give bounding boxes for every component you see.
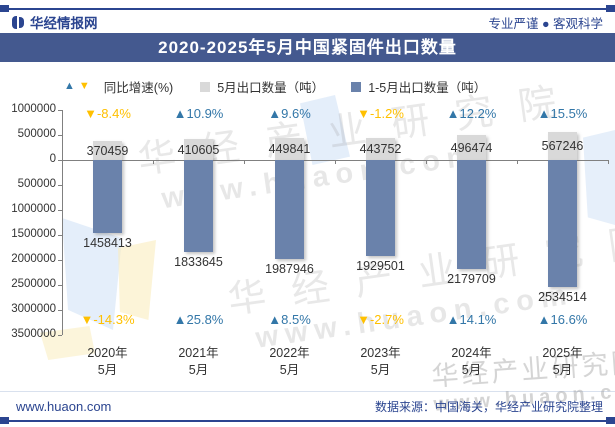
x-axis-label-2023年: 2023年 5月 <box>360 346 401 377</box>
y-axis-tick-label: 1000000 <box>11 203 56 215</box>
legend-item-growth: ▲ ▼ 同比增速(%) <box>64 77 173 96</box>
brand-name: 华经情报网 <box>30 16 98 31</box>
footer-separator <box>0 391 615 392</box>
y-axis-tick <box>58 135 62 136</box>
bar-may-2022年 <box>275 137 304 160</box>
bar-cum-2024年 <box>457 160 486 269</box>
bar-cum-2025年 <box>548 160 577 287</box>
value-label-may-2020年: 370459 <box>86 143 129 158</box>
y-axis-tick-label: 2000000 <box>11 253 56 265</box>
x-axis-label-2025年: 2025年 5月 <box>542 346 583 377</box>
footer-site-url: www.huaon.com <box>16 399 112 414</box>
growth-may-2021年: ▲10.9% <box>173 106 224 121</box>
triangle-up-icon: ▲ <box>64 80 75 92</box>
y-axis-tick-label: 500000 <box>17 128 56 140</box>
footer-data-source: 数据来源：中国海关，华经产业研究院整理 <box>374 400 603 414</box>
value-label-may-2022年: 449841 <box>268 141 311 156</box>
x-axis-tick <box>608 160 609 164</box>
y-axis-tick <box>58 335 62 336</box>
bar-may-2025年 <box>548 131 577 160</box>
value-label-cum-2022年: 1987946 <box>265 262 314 277</box>
legend-item-may: 5月出口数量（吨） <box>200 77 324 96</box>
bar-cum-2021年 <box>184 160 213 252</box>
value-label-may-2024年: 496474 <box>450 140 493 155</box>
growth-cum-2020年: ▼-14.3% <box>80 312 135 327</box>
legend-label-growth: 同比增速(%) <box>103 81 174 95</box>
brand: 华经情报网 <box>12 12 98 32</box>
legend-label-cum: 1-5月出口数量（吨） <box>368 81 487 95</box>
growth-may-2020年: ▼-8.4% <box>84 106 131 121</box>
bar-cum-2020年 <box>93 160 122 233</box>
chart-title: 2020-2025年5月中国紧固件出口数量 <box>0 33 615 62</box>
x-axis-label-2021年: 2021年 5月 <box>178 346 219 377</box>
growth-may-2024年: ▲12.2% <box>446 106 497 121</box>
growth-may-2025年: ▲15.5% <box>537 106 588 121</box>
legend-swatch-may <box>200 81 211 92</box>
y-axis-tick <box>58 260 62 261</box>
top-rule-square-right <box>606 5 615 12</box>
growth-cum-2024年: ▲14.1% <box>446 312 497 327</box>
top-rule-square-left <box>0 5 9 12</box>
x-axis-tick <box>335 160 336 164</box>
y-axis-tick-label: 3500000 <box>11 328 56 340</box>
y-axis-line <box>62 110 63 335</box>
growth-cum-2022年: ▲8.5% <box>268 312 311 327</box>
y-axis-tick-label: 3000000 <box>11 303 56 315</box>
x-axis-tick <box>426 160 427 164</box>
growth-cum-2021年: ▲25.8% <box>173 312 224 327</box>
growth-cum-2023年: ▼-2.7% <box>357 312 404 327</box>
triangle-down-icon: ▼ <box>78 80 90 92</box>
bottom-rule-square-left <box>0 417 9 424</box>
x-axis-tick <box>517 160 518 164</box>
value-label-cum-2025年: 2534514 <box>538 289 587 304</box>
x-axis-tick <box>153 160 154 164</box>
y-axis-tick <box>58 235 62 236</box>
value-label-may-2025年: 567246 <box>541 138 584 153</box>
value-label-may-2023年: 443752 <box>359 141 402 156</box>
y-axis-tick <box>58 285 62 286</box>
y-axis-tick-label: 2500000 <box>11 278 56 290</box>
huajing-logo-icon <box>12 15 24 29</box>
y-axis-tick-label: 1500000 <box>11 228 56 240</box>
bottom-rule-line <box>0 420 615 422</box>
bar-cum-2022年 <box>275 160 304 260</box>
y-axis-tick <box>58 110 62 111</box>
header: 华经情报网 专业严谨 ● 客观科学 <box>12 12 603 32</box>
footer: www.huaon.com 数据来源：中国海关，华经产业研究院整理 <box>16 398 603 415</box>
growth-cum-2025年: ▲16.6% <box>537 312 588 327</box>
y-axis-tick-label: 0 <box>49 153 56 165</box>
y-axis-tick <box>58 310 62 311</box>
value-label-cum-2023年: 1929501 <box>356 259 405 274</box>
legend-item-cum: 1-5月出口数量（吨） <box>351 77 486 96</box>
bar-may-2024年 <box>457 135 486 160</box>
growth-may-2022年: ▲9.6% <box>268 106 311 121</box>
value-label-cum-2021年: 1833645 <box>174 254 223 269</box>
bottom-rule-square-right <box>606 417 615 424</box>
bar-cum-2023年 <box>366 160 395 257</box>
y-axis-tick-label: 500000 <box>17 178 56 190</box>
x-axis-tick <box>244 160 245 164</box>
chart-legend: ▲ ▼ 同比增速(%) 5月出口数量（吨） 1-5月出口数量（吨） <box>64 77 486 96</box>
x-axis-label-2020年: 2020年 5月 <box>87 346 128 377</box>
bar-may-2023年 <box>366 137 395 160</box>
growth-may-2023年: ▼-1.2% <box>357 106 404 121</box>
y-axis-tick <box>58 185 62 186</box>
bar-may-2021年 <box>184 139 213 160</box>
y-axis-tick <box>58 210 62 211</box>
legend-label-may: 5月出口数量（吨） <box>217 81 325 95</box>
x-axis-label-2022年: 2022年 5月 <box>269 346 310 377</box>
y-axis-tick <box>58 160 62 161</box>
value-label-may-2021年: 410605 <box>177 142 220 157</box>
value-label-cum-2024年: 2179709 <box>447 271 496 286</box>
bar-may-2020年 <box>93 141 122 160</box>
value-label-cum-2020年: 1458413 <box>83 235 132 250</box>
legend-swatch-cum <box>351 81 362 92</box>
x-axis-label-2024年: 2024年 5月 <box>451 346 492 377</box>
y-axis-tick-label: 1000000 <box>11 103 56 115</box>
top-rule-line <box>0 8 615 10</box>
slogan: 专业严谨 ● 客观科学 <box>488 16 604 31</box>
